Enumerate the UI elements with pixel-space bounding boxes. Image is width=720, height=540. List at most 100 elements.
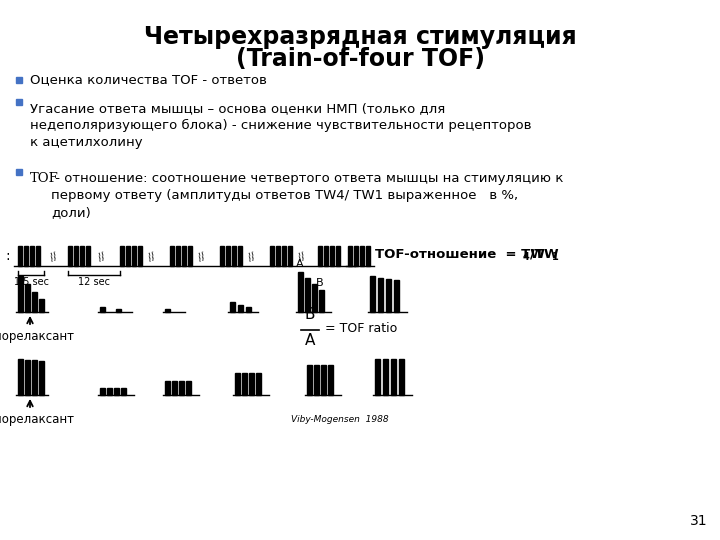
Bar: [120, 246, 124, 266]
Bar: [282, 246, 286, 266]
Bar: [165, 309, 170, 312]
Bar: [179, 381, 184, 395]
Bar: [270, 246, 274, 266]
Bar: [305, 278, 310, 312]
Bar: [18, 359, 23, 395]
Bar: [378, 278, 383, 312]
Bar: [138, 246, 142, 266]
Bar: [114, 388, 119, 395]
Bar: [116, 309, 121, 312]
Bar: [18, 276, 23, 312]
Bar: [188, 246, 192, 266]
Bar: [249, 373, 254, 395]
Text: Оценка количества TOF - ответов: Оценка количества TOF - ответов: [30, 73, 267, 86]
Bar: [170, 246, 174, 266]
Bar: [18, 246, 22, 266]
Bar: [394, 280, 399, 312]
Bar: [16, 77, 22, 83]
Text: B: B: [305, 307, 315, 322]
Text: //: //: [197, 251, 207, 263]
Bar: [16, 99, 22, 105]
Text: 4: 4: [523, 252, 530, 262]
Text: B: B: [316, 278, 324, 288]
Bar: [176, 246, 180, 266]
Text: 1: 1: [552, 252, 559, 262]
Bar: [307, 365, 312, 395]
Bar: [165, 381, 170, 395]
Bar: [232, 246, 236, 266]
Bar: [238, 305, 243, 312]
Bar: [100, 388, 105, 395]
Bar: [32, 360, 37, 395]
Bar: [328, 365, 333, 395]
Bar: [348, 246, 352, 266]
Bar: [226, 246, 230, 266]
Bar: [336, 246, 340, 266]
Bar: [288, 246, 292, 266]
Text: миорелаксант: миорелаксант: [0, 413, 74, 426]
Bar: [383, 359, 388, 395]
Text: :: :: [6, 249, 10, 263]
Text: - отношение: соотношение четвертого ответа мышцы на стимуляцию к
первому ответу : - отношение: соотношение четвертого отве…: [51, 172, 563, 219]
Bar: [126, 246, 130, 266]
Bar: [276, 246, 280, 266]
Bar: [30, 246, 34, 266]
Bar: [330, 246, 334, 266]
Bar: [220, 246, 224, 266]
Bar: [242, 373, 247, 395]
Bar: [366, 246, 370, 266]
Text: миорелаксант: миорелаксант: [0, 330, 74, 343]
Text: = TOF ratio: = TOF ratio: [325, 322, 397, 335]
Bar: [360, 246, 364, 266]
Bar: [182, 246, 186, 266]
Text: 31: 31: [690, 514, 708, 528]
Bar: [80, 246, 84, 266]
Text: //: //: [147, 251, 157, 263]
Bar: [312, 284, 317, 312]
Bar: [100, 307, 105, 312]
Bar: [319, 290, 324, 312]
Bar: [74, 246, 78, 266]
Bar: [256, 373, 261, 395]
Bar: [246, 307, 251, 312]
Bar: [32, 292, 37, 312]
Bar: [121, 388, 126, 395]
Bar: [24, 246, 28, 266]
Bar: [238, 246, 242, 266]
Bar: [68, 246, 72, 266]
Text: A: A: [305, 333, 315, 348]
Text: //: //: [247, 251, 257, 263]
Bar: [375, 359, 380, 395]
Bar: [386, 279, 391, 312]
Bar: [314, 365, 319, 395]
Bar: [321, 365, 326, 395]
Text: Угасание ответа мышцы – основа оценки НМП (только для
недеполяризующего блока) -: Угасание ответа мышцы – основа оценки НМ…: [30, 102, 531, 149]
Text: Четырехразрядная стимуляция: Четырехразрядная стимуляция: [143, 25, 577, 49]
Bar: [86, 246, 90, 266]
Bar: [36, 246, 40, 266]
Bar: [25, 284, 30, 312]
Text: 1.5 sec: 1.5 sec: [14, 277, 48, 287]
Bar: [16, 169, 22, 175]
Bar: [370, 276, 375, 312]
Bar: [324, 246, 328, 266]
Bar: [132, 246, 136, 266]
Bar: [399, 359, 404, 395]
Text: //: //: [297, 251, 307, 263]
Bar: [107, 388, 112, 395]
Text: /TW: /TW: [530, 247, 559, 260]
Bar: [172, 381, 177, 395]
Bar: [391, 359, 396, 395]
Text: 12 sec: 12 sec: [78, 277, 110, 287]
Bar: [298, 272, 303, 312]
Text: //: //: [97, 251, 107, 263]
Bar: [235, 373, 240, 395]
Bar: [186, 381, 191, 395]
Bar: [25, 360, 30, 395]
Bar: [230, 302, 235, 312]
Bar: [39, 299, 44, 312]
Bar: [354, 246, 358, 266]
Text: A: A: [296, 259, 304, 269]
Text: (Train-of-four TOF): (Train-of-four TOF): [235, 47, 485, 71]
Text: TOF-отношение  = TW: TOF-отношение = TW: [375, 247, 545, 260]
